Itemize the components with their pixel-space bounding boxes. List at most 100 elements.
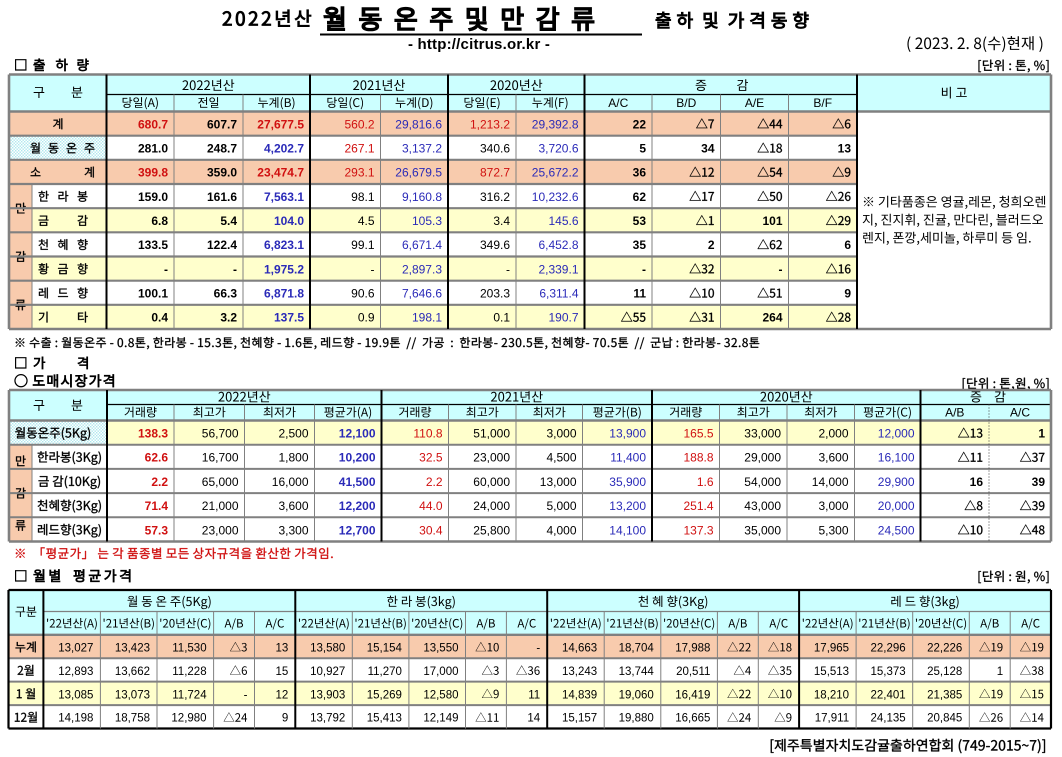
svg-text:1,800: 1,800 xyxy=(278,451,308,465)
svg-text:1,975.2: 1,975.2 xyxy=(264,262,304,276)
svg-text:21,385: 21,385 xyxy=(927,689,962,701)
svg-text:12,100: 12,100 xyxy=(339,427,376,441)
svg-text:293.1: 293.1 xyxy=(344,166,374,180)
svg-text:14: 14 xyxy=(527,713,540,725)
svg-text:57.3: 57.3 xyxy=(145,523,169,537)
svg-text:9: 9 xyxy=(282,713,288,725)
svg-text:3,000: 3,000 xyxy=(818,499,848,513)
svg-text:12,700: 12,700 xyxy=(339,523,376,537)
svg-text:138.3: 138.3 xyxy=(138,427,168,441)
svg-text:1.6: 1.6 xyxy=(697,475,714,489)
svg-text:13,423: 13,423 xyxy=(115,642,150,654)
svg-text:56,700: 56,700 xyxy=(202,427,239,441)
svg-text:-: - xyxy=(536,642,540,654)
svg-text:0.9: 0.9 xyxy=(358,311,375,325)
svg-text:2,339.1: 2,339.1 xyxy=(538,262,578,276)
svg-text:12,893: 12,893 xyxy=(58,666,93,678)
svg-text:34: 34 xyxy=(701,141,715,155)
svg-text:12,580: 12,580 xyxy=(423,689,458,701)
svg-text:0.1: 0.1 xyxy=(493,311,510,325)
svg-text:13,027: 13,027 xyxy=(58,642,93,654)
svg-text:15,154: 15,154 xyxy=(367,642,403,654)
svg-text:12,149: 12,149 xyxy=(423,713,458,725)
svg-text:18,758: 18,758 xyxy=(115,713,150,725)
svg-text:99.1: 99.1 xyxy=(351,238,375,252)
svg-text:12,000: 12,000 xyxy=(878,427,915,441)
svg-text:20,845: 20,845 xyxy=(927,713,962,725)
svg-text:2.2: 2.2 xyxy=(151,475,168,489)
svg-text:22,296: 22,296 xyxy=(871,642,906,654)
svg-text:11: 11 xyxy=(633,286,646,300)
svg-text:22,226: 22,226 xyxy=(927,642,962,654)
svg-text:13,200: 13,200 xyxy=(609,499,646,513)
svg-text:21,000: 21,000 xyxy=(202,499,239,513)
svg-text:13,903: 13,903 xyxy=(310,689,345,701)
svg-text:4.5: 4.5 xyxy=(358,214,375,228)
svg-text:2: 2 xyxy=(708,238,715,252)
svg-text:20,511: 20,511 xyxy=(676,666,710,678)
svg-text:14,839: 14,839 xyxy=(562,689,597,701)
svg-text:29,900: 29,900 xyxy=(878,475,915,489)
svg-text:12,200: 12,200 xyxy=(339,499,376,513)
svg-text:5,300: 5,300 xyxy=(818,523,848,537)
svg-text:7,646.6: 7,646.6 xyxy=(402,286,442,300)
svg-text:-: - xyxy=(642,262,646,276)
svg-text:17,000: 17,000 xyxy=(423,666,458,678)
svg-text:15,269: 15,269 xyxy=(367,689,402,701)
svg-text:B/F: B/F xyxy=(813,96,832,110)
svg-text:39: 39 xyxy=(1032,475,1046,489)
svg-text:-: - xyxy=(506,262,510,276)
svg-text:-: - xyxy=(164,262,168,276)
svg-text:3.2: 3.2 xyxy=(220,311,237,325)
svg-text:6,823.1: 6,823.1 xyxy=(264,238,304,252)
svg-text:22: 22 xyxy=(633,117,647,131)
svg-text:43,000: 43,000 xyxy=(744,499,781,513)
svg-text:22,401: 22,401 xyxy=(871,689,906,701)
svg-text:53: 53 xyxy=(633,214,647,228)
svg-text:101: 101 xyxy=(762,214,782,228)
svg-text:11,400: 11,400 xyxy=(610,451,646,465)
svg-text:9,160.8: 9,160.8 xyxy=(402,190,442,204)
svg-text:35,000: 35,000 xyxy=(744,523,781,537)
svg-text:16,665: 16,665 xyxy=(675,713,710,725)
svg-text:4,202.7: 4,202.7 xyxy=(264,141,304,155)
svg-text:5: 5 xyxy=(639,141,646,155)
svg-text:3,600: 3,600 xyxy=(818,451,848,465)
svg-text:1,213.2: 1,213.2 xyxy=(470,117,510,131)
svg-text:29,000: 29,000 xyxy=(744,451,781,465)
svg-text:16,419: 16,419 xyxy=(675,689,710,701)
svg-text:349.6: 349.6 xyxy=(480,238,510,252)
svg-text:54,000: 54,000 xyxy=(744,475,781,489)
svg-text:41,500: 41,500 xyxy=(339,475,376,489)
svg-text:62: 62 xyxy=(633,190,647,204)
svg-text:33,000: 33,000 xyxy=(744,427,781,441)
svg-text:90.6: 90.6 xyxy=(351,286,375,300)
svg-text:6.8: 6.8 xyxy=(151,214,168,228)
svg-text:340.6: 340.6 xyxy=(480,141,510,155)
svg-text:145.6: 145.6 xyxy=(548,214,578,228)
svg-text:359.0: 359.0 xyxy=(207,166,237,180)
svg-text:24,000: 24,000 xyxy=(473,499,510,513)
svg-text:16,100: 16,100 xyxy=(878,451,915,465)
svg-text:2,897.3: 2,897.3 xyxy=(402,262,442,276)
svg-text:24,500: 24,500 xyxy=(878,523,915,537)
svg-text:251.4: 251.4 xyxy=(683,499,713,513)
svg-text:26,679.5: 26,679.5 xyxy=(395,166,442,180)
svg-text:B/D: B/D xyxy=(676,96,696,110)
svg-text:264: 264 xyxy=(762,311,782,325)
svg-text:17,965: 17,965 xyxy=(814,642,849,654)
svg-text:17,911: 17,911 xyxy=(815,713,849,725)
svg-text:13,900: 13,900 xyxy=(609,427,646,441)
svg-text:A/C: A/C xyxy=(608,96,628,110)
svg-text:13,744: 13,744 xyxy=(619,666,655,678)
svg-text:4,000: 4,000 xyxy=(546,523,576,537)
svg-text:A/E: A/E xyxy=(745,96,764,110)
svg-text:65,000: 65,000 xyxy=(202,475,239,489)
svg-text:15,373: 15,373 xyxy=(871,666,906,678)
svg-text:11: 11 xyxy=(528,689,540,701)
svg-text:35,900: 35,900 xyxy=(609,475,646,489)
svg-text:11,724: 11,724 xyxy=(172,689,207,701)
svg-text:29,392.8: 29,392.8 xyxy=(532,117,579,131)
svg-text:2,000: 2,000 xyxy=(818,427,848,441)
svg-text:13,000: 13,000 xyxy=(540,475,577,489)
